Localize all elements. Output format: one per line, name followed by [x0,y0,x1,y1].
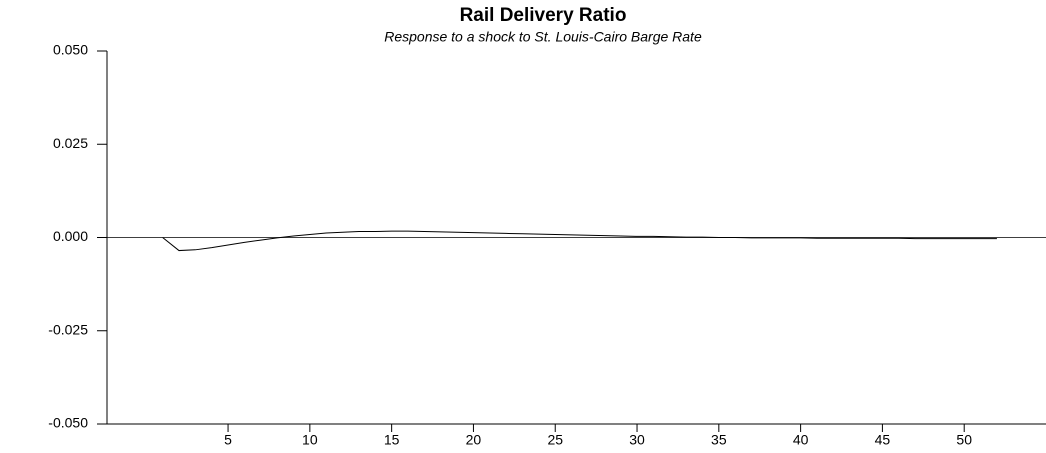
y-tick-label: 0.025 [53,135,88,151]
x-tick-label: 30 [629,432,645,448]
y-tick-label: -0.050 [48,415,88,431]
x-tick-label: 40 [793,432,809,448]
x-tick-label: 15 [384,432,400,448]
x-tick-label: 45 [875,432,891,448]
x-tick-label: 20 [466,432,482,448]
chart-title: Rail Delivery Ratio [460,5,627,26]
y-tick-label: -0.025 [48,321,88,337]
line-series [162,230,997,252]
chart-subtitle: Response to a shock to St. Louis-Cairo B… [384,29,702,45]
x-tick-label: 50 [956,432,972,448]
x-tick-label: 10 [302,432,318,448]
y-tick-label: 0.050 [53,42,88,58]
y-tick-label: 0.000 [53,228,88,244]
x-tick-label: 35 [711,432,727,448]
x-tick-label: 5 [224,432,232,448]
x-tick-label: 25 [547,432,563,448]
